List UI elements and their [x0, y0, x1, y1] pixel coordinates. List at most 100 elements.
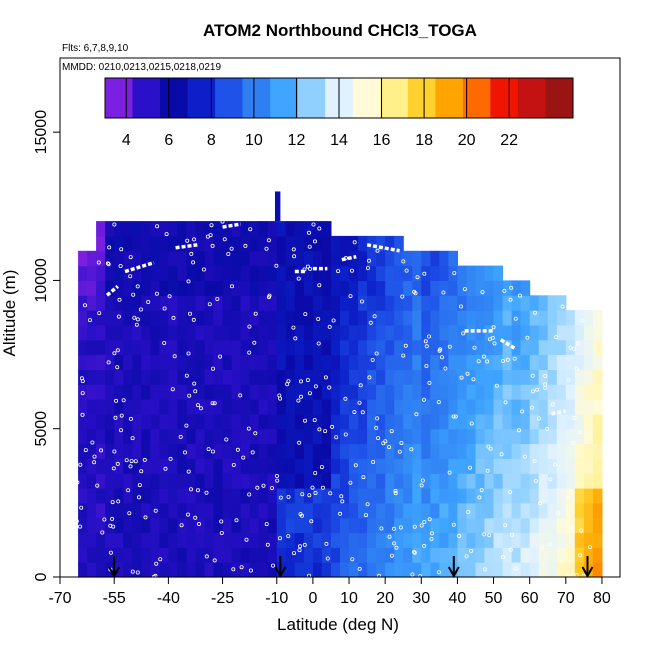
heat-cell [87, 458, 97, 474]
heat-cell [565, 428, 576, 445]
sample-point [192, 381, 197, 386]
heat-cell [204, 369, 215, 385]
heat-cell [222, 324, 233, 341]
heat-cell [168, 532, 178, 548]
heat-cell [150, 384, 160, 400]
sample-point [571, 440, 576, 445]
sample-point [72, 567, 77, 572]
heat-cell [267, 250, 278, 267]
sample-point [324, 541, 329, 546]
heat-cell [403, 517, 413, 534]
sample-point [234, 518, 239, 523]
heat-cell [484, 428, 495, 445]
sample-point [264, 522, 269, 527]
flight-track [222, 222, 241, 229]
heat-cell [87, 428, 97, 445]
sample-point [118, 263, 123, 268]
heat-cell [376, 324, 386, 341]
heat-cell [213, 221, 224, 237]
heat-cell [78, 324, 88, 341]
heat-cell [294, 354, 305, 370]
sample-point [372, 314, 377, 319]
heat-cell [168, 354, 178, 370]
heat-cell [403, 532, 413, 548]
heat-cell [592, 458, 603, 474]
flight-track [499, 338, 517, 351]
heat-cell [511, 473, 522, 489]
heat-cell [385, 488, 395, 504]
heat-cell [267, 517, 278, 534]
sample-point [494, 383, 499, 388]
heat-cell [285, 473, 296, 489]
heat-cell [303, 369, 314, 385]
heat-cell [484, 413, 495, 430]
sample-point [229, 284, 234, 289]
heat-cell [168, 562, 178, 578]
heat-cell [195, 502, 206, 519]
heat-cell [132, 428, 142, 445]
heat-cell [430, 502, 440, 519]
heat-cell [204, 517, 215, 534]
heat-cell [96, 221, 106, 237]
sample-point [224, 437, 229, 442]
colorbar-segment [545, 78, 574, 118]
sample-point [198, 406, 203, 411]
heat-cell [303, 413, 314, 430]
heat-cell [349, 413, 359, 430]
heat-cell [439, 443, 449, 459]
sample-point [184, 423, 189, 428]
sample-point [106, 360, 111, 365]
heat-cell [493, 517, 504, 534]
heat-cell [132, 502, 142, 519]
heat-cell [403, 502, 413, 519]
heat-cell [511, 324, 522, 341]
heat-cell [186, 428, 197, 445]
heat-cell [222, 384, 233, 400]
sample-point [291, 247, 296, 252]
heat-cell [267, 428, 278, 445]
colorbar-segment [407, 78, 436, 118]
heat-cell [538, 517, 549, 534]
heat-cell [340, 265, 350, 281]
heat-cell [421, 517, 431, 534]
heat-cell [114, 458, 124, 474]
sample-point [292, 254, 297, 259]
sample-point [317, 427, 322, 432]
heat-cell [222, 458, 233, 474]
heat-cell [294, 547, 305, 563]
heat-cell [349, 265, 359, 281]
dates-note: MMDD: 0210,0213,0215,0218,0219 [62, 62, 221, 73]
heat-cell [276, 324, 287, 341]
heat-cell [394, 413, 404, 430]
heat-cell [141, 502, 151, 519]
sample-point [215, 296, 220, 301]
heat-cell [493, 547, 504, 563]
heat-cell [385, 473, 395, 489]
sample-point [458, 304, 463, 309]
sample-point [580, 318, 585, 323]
colorbar-tick-label: 20 [458, 132, 476, 149]
heat-cell [123, 250, 133, 267]
heat-cell [367, 547, 377, 563]
heat-cell [249, 473, 260, 489]
sample-point [75, 480, 80, 485]
heat-cell [213, 399, 224, 415]
heat-cell [457, 280, 467, 296]
heat-cell [168, 295, 178, 311]
heat-cell [213, 413, 224, 430]
heat-cell [105, 399, 115, 415]
heat-cell [484, 310, 495, 326]
heat-cell [520, 310, 531, 326]
sample-point [485, 468, 490, 473]
heat-cell [421, 399, 431, 415]
heat-cell [105, 413, 115, 430]
sample-point [298, 379, 303, 384]
heat-cell [285, 399, 296, 415]
heat-cell [385, 339, 395, 356]
heat-cell [150, 310, 160, 326]
heat-cell [520, 443, 531, 459]
sample-point [78, 462, 83, 467]
heat-cell [285, 310, 296, 326]
heat-cell [105, 235, 115, 252]
heat-cell [367, 443, 377, 459]
